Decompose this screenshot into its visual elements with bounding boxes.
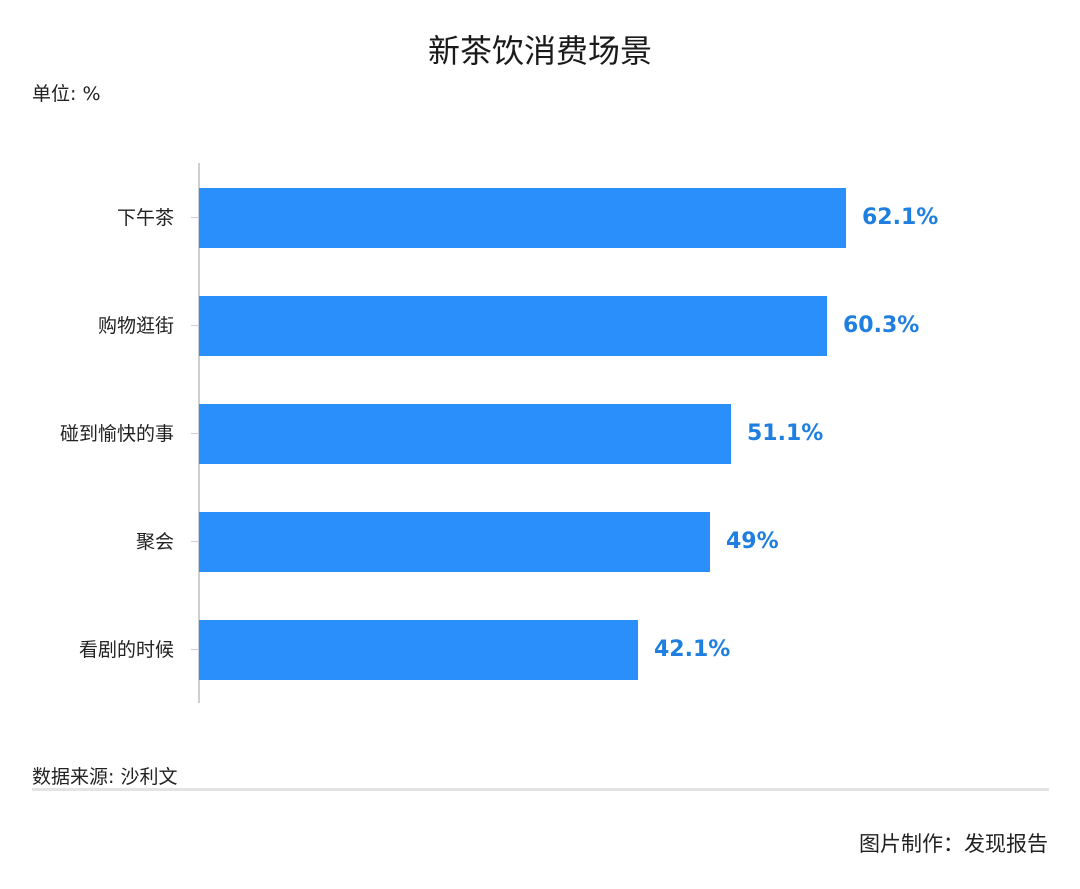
category-label: 下午茶 bbox=[116, 207, 174, 229]
bar-row: 购物逛街 60.3% bbox=[0, 296, 1080, 356]
image-credit: 图片制作：发现报告 bbox=[859, 832, 1048, 856]
value-label: 42.1% bbox=[654, 637, 731, 662]
category-label: 购物逛街 bbox=[97, 315, 174, 337]
bar-row: 看剧的时候 42.1% bbox=[0, 620, 1080, 680]
footer-divider bbox=[32, 788, 1049, 791]
value-label: 62.1% bbox=[862, 205, 939, 230]
chart-title: 新茶饮消费场景 bbox=[427, 32, 652, 70]
category-label: 看剧的时候 bbox=[78, 639, 174, 661]
axis-tick bbox=[191, 541, 198, 542]
bar bbox=[199, 512, 710, 572]
value-label: 60.3% bbox=[843, 313, 920, 338]
category-label: 聚会 bbox=[135, 531, 174, 553]
category-label: 碰到愉快的事 bbox=[59, 423, 174, 445]
bar bbox=[199, 620, 638, 680]
value-label: 49% bbox=[726, 529, 779, 554]
bar bbox=[199, 296, 827, 356]
axis-tick bbox=[191, 433, 198, 434]
bar-row: 下午茶 62.1% bbox=[0, 188, 1080, 248]
value-label: 51.1% bbox=[747, 421, 824, 446]
bar bbox=[199, 188, 846, 248]
unit-label: 单位: % bbox=[32, 83, 101, 105]
bar bbox=[199, 404, 731, 464]
axis-tick bbox=[191, 649, 198, 650]
bar-row: 聚会 49% bbox=[0, 512, 1080, 572]
bar-row: 碰到愉快的事 51.1% bbox=[0, 404, 1080, 464]
axis-tick bbox=[191, 217, 198, 218]
axis-tick bbox=[191, 325, 198, 326]
data-source: 数据来源: 沙利文 bbox=[32, 766, 178, 788]
